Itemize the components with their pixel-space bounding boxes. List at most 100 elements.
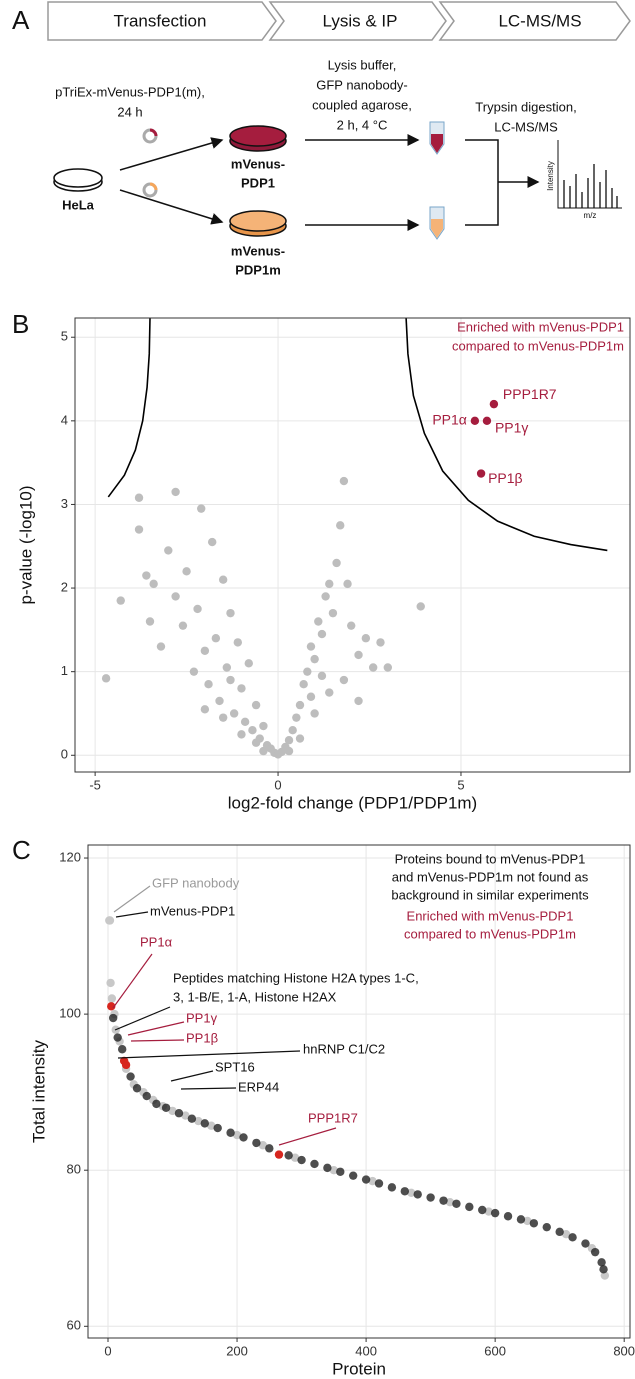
point	[168, 1106, 177, 1116]
point	[134, 493, 144, 502]
point	[523, 1216, 532, 1226]
point	[174, 1109, 184, 1118]
x-tick-label: 800	[613, 1343, 635, 1358]
point-label: PPP1R7	[503, 386, 557, 402]
point	[171, 487, 180, 497]
point	[376, 638, 385, 647]
x-tick-label: 0	[104, 1343, 111, 1358]
point	[339, 675, 349, 685]
spectrum-peaks	[563, 164, 618, 208]
y-tick-label: 80	[67, 1162, 81, 1177]
point	[489, 399, 499, 409]
x-tick-label: 200	[226, 1343, 248, 1358]
plasmid-insert	[149, 128, 158, 137]
point	[354, 696, 363, 706]
point	[303, 667, 312, 676]
y-tick-label: 0	[61, 747, 68, 762]
point	[597, 1258, 606, 1267]
point	[348, 1171, 358, 1180]
leader-line	[113, 885, 151, 913]
point	[368, 1176, 377, 1186]
leader-line	[114, 1006, 171, 1031]
y-tick-label: 1	[61, 663, 68, 678]
point	[445, 1198, 455, 1207]
step-arrow	[438, 1, 631, 41]
point	[105, 916, 115, 925]
legend-text: and mVenus-PDP1m not found as	[392, 869, 589, 884]
plot-frame	[87, 844, 631, 1339]
step-arrow	[47, 1, 277, 41]
point	[252, 1138, 261, 1148]
point	[182, 567, 191, 576]
point	[244, 659, 253, 668]
plasmid-insert	[149, 182, 158, 191]
annotation: PP1β	[186, 1030, 218, 1045]
point	[237, 684, 246, 693]
dish	[229, 210, 287, 232]
point	[306, 692, 316, 701]
point	[197, 504, 206, 513]
point	[108, 1013, 118, 1023]
point	[374, 1179, 384, 1188]
condition-label: mVenus-	[231, 243, 285, 258]
annotation: ERP44	[238, 1079, 279, 1094]
point	[152, 1099, 161, 1109]
note: coupled agarose,	[312, 97, 412, 112]
point	[117, 1045, 127, 1054]
point	[328, 608, 338, 618]
x-tick-label: 5	[457, 777, 464, 792]
point	[251, 700, 261, 710]
y-tick-label: 5	[61, 329, 68, 344]
point	[323, 1163, 332, 1173]
point	[568, 1233, 577, 1242]
y-tick-label: 120	[59, 849, 81, 864]
threshold-curve	[107, 317, 151, 498]
point	[314, 617, 323, 626]
plot-background	[75, 318, 630, 772]
point-label: PP1α	[432, 412, 467, 428]
point	[336, 521, 345, 530]
point	[383, 663, 393, 672]
point	[555, 1227, 564, 1237]
annotation: PP1γ	[186, 1010, 218, 1025]
point	[193, 604, 202, 614]
point	[470, 416, 480, 426]
point	[240, 717, 250, 727]
bracket	[465, 139, 499, 226]
annotation: mVenus-PDP1	[150, 903, 235, 918]
point	[387, 1183, 397, 1192]
point	[218, 575, 228, 584]
point	[226, 1128, 235, 1137]
legend-text: Enriched with mVenus-PDP1	[407, 908, 574, 923]
y-tick-label: 100	[59, 1006, 81, 1021]
annotation: Peptides matching Histone H2A types 1-C,	[173, 970, 419, 985]
point	[290, 1153, 300, 1162]
point	[339, 476, 349, 486]
dish	[229, 125, 287, 147]
point	[426, 1193, 435, 1202]
y-axis-label: Total intensity	[29, 1040, 48, 1143]
point	[237, 730, 246, 739]
point	[134, 525, 144, 534]
arrow	[119, 137, 224, 171]
point	[325, 688, 334, 697]
note: GFP nanobody-	[316, 77, 408, 92]
condition-label: PDP1m	[235, 262, 281, 277]
point	[329, 1166, 339, 1175]
annotation: Enriched with mVenus-PDP1	[457, 319, 624, 334]
point	[452, 1199, 461, 1208]
point	[218, 713, 228, 722]
step-label: LC-MS/MS	[498, 11, 581, 30]
point	[599, 1265, 608, 1274]
y-tick-label: 2	[61, 579, 68, 594]
point	[407, 1188, 416, 1198]
point	[106, 978, 115, 988]
note: pTriEx-mVenus-PDP1(m),	[55, 84, 205, 99]
point	[116, 596, 125, 605]
annotation: compared to mVenus-PDP1m	[452, 338, 624, 353]
point	[465, 1202, 474, 1212]
point	[126, 1072, 135, 1081]
panel-label: A	[12, 5, 30, 35]
point	[204, 680, 213, 689]
